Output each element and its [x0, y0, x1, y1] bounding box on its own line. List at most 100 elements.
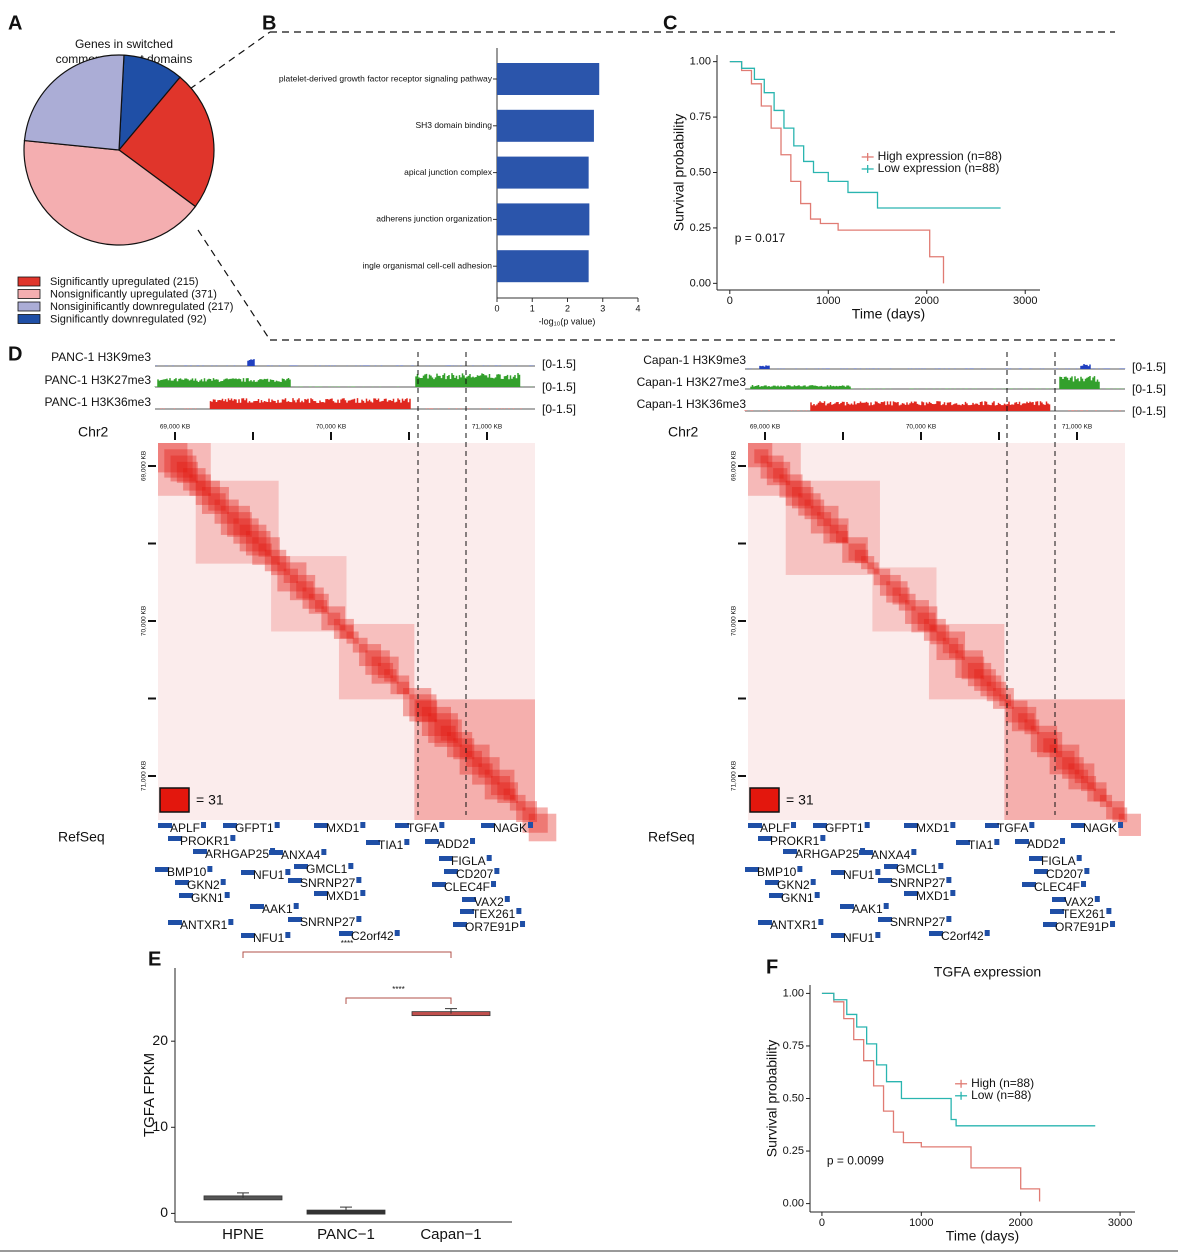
- gene-label: PROKR1: [770, 834, 820, 848]
- gene-glyph: [439, 822, 445, 828]
- hic-diagonal: [447, 732, 473, 758]
- legend-label: Nonsiginificantly downregulated (217): [50, 301, 233, 313]
- gene-label: FIGLA: [451, 854, 486, 868]
- gene-glyph: [1081, 881, 1087, 887]
- significance-bracket: [345, 997, 452, 1004]
- top-tick-label: 71,000 KB: [1062, 424, 1092, 431]
- legend-label: Significantly upregulated (215): [50, 276, 199, 288]
- gene-glyph: [791, 822, 797, 828]
- gene-glyph: [946, 877, 952, 883]
- legend-swatch: [17, 301, 41, 312]
- hic-diagonal: [164, 449, 193, 478]
- gene-label: GFPT1: [825, 821, 864, 835]
- signal-track: [747, 364, 1126, 369]
- gene-label: TIA1: [378, 838, 404, 852]
- gene-label: TGFA: [997, 821, 1028, 835]
- hic-diagonal: [923, 618, 946, 641]
- hic-diagonal: [189, 474, 211, 496]
- bar: [497, 250, 589, 283]
- hic-diagonal: [371, 656, 399, 684]
- gene-glyph: [288, 878, 302, 883]
- gene-label: VAX2: [474, 895, 504, 909]
- hic-diagonal: [892, 587, 910, 605]
- gene-label: SNRNP27: [890, 915, 946, 929]
- hic-diagonal: [779, 474, 803, 498]
- gene-glyph: [878, 878, 892, 883]
- signal-track: [154, 373, 533, 387]
- gene-label: ARHGAP25: [205, 847, 269, 861]
- scale-swatch: [159, 787, 190, 813]
- x-tick-label: 4: [635, 303, 640, 313]
- hic-diagonal: [823, 518, 849, 544]
- hic-diagonal: [220, 505, 250, 535]
- pie-slice: [23, 54, 125, 151]
- gene-glyph: [288, 917, 302, 922]
- gene-glyph: [394, 930, 400, 936]
- hic-diagonal: [195, 480, 220, 505]
- hic-diagonal: [930, 625, 950, 645]
- y-tick-label: 0.25: [783, 1145, 804, 1157]
- gene-glyph: [274, 822, 280, 828]
- gene-glyph: [1110, 921, 1116, 927]
- gene-glyph: [220, 879, 226, 885]
- gene-label: VAX2: [1064, 895, 1094, 909]
- gene-glyph: [813, 823, 827, 828]
- hic-diagonal: [428, 713, 458, 743]
- gene-glyph: [783, 849, 797, 854]
- gene-glyph: [241, 870, 255, 875]
- hic-diagonal: [227, 512, 252, 537]
- hic-diagonal: [1055, 750, 1075, 770]
- gene-label: TGFA: [407, 821, 438, 835]
- hic-diagonal: [848, 543, 866, 561]
- gene-glyph: [810, 879, 816, 885]
- annotation: p = 0.017: [735, 231, 786, 245]
- legend-label: Low expression (n=88): [878, 161, 1000, 175]
- hic-diagonal: [961, 656, 985, 680]
- x-tick-label: 3: [600, 303, 605, 313]
- hic-domain: [338, 623, 415, 700]
- hic-domain: [785, 480, 880, 575]
- panel-label: F: [766, 956, 778, 978]
- gene-glyph: [444, 869, 458, 874]
- gene-label: MXD1: [326, 821, 360, 835]
- hic-diagonal: [810, 505, 839, 534]
- gene-label: NAGK: [493, 821, 527, 835]
- hic-diagonal: [409, 694, 437, 722]
- gene-glyph: [230, 835, 236, 841]
- gene-glyph: [425, 839, 439, 844]
- hic-diagonal: [773, 468, 788, 483]
- gene-glyph: [1071, 823, 1085, 828]
- track-name: PANC-1 H3K27me3: [45, 373, 152, 387]
- y-tick-label: 20: [152, 1032, 168, 1048]
- y-tick-label: adherens junction organization: [376, 214, 492, 224]
- x-tick-label: 1000: [816, 295, 840, 307]
- y-tick-label: 0.75: [690, 111, 711, 123]
- hic-diagonal: [365, 650, 390, 675]
- gene-glyph: [864, 822, 870, 828]
- hic-diagonal: [421, 706, 451, 736]
- hic-diagonal: [986, 681, 1007, 702]
- hic-diagonal: [440, 725, 456, 741]
- gene-label: NFU1: [253, 868, 285, 882]
- gene-label: C2orf42: [941, 929, 984, 943]
- gene-glyph: [1015, 839, 1029, 844]
- hic-diagonal: [873, 568, 891, 586]
- hic-background: [158, 443, 535, 820]
- hic-diagonal: [302, 587, 324, 609]
- hic-diagonal: [1106, 801, 1124, 819]
- hic-diagonal: [835, 530, 849, 544]
- gene-label: GFPT1: [235, 821, 274, 835]
- gene-glyph: [155, 867, 169, 872]
- gene-glyph: [395, 823, 409, 828]
- hic-diagonal: [434, 719, 462, 747]
- gene-label: MXD1: [916, 889, 950, 903]
- x-tick-label: 2000: [915, 295, 939, 307]
- track-range: [0-1.5]: [542, 380, 576, 394]
- hic-diagonal: [403, 688, 432, 717]
- top-tick-label: 71,000 KB: [472, 424, 502, 431]
- gene-glyph: [985, 823, 999, 828]
- top-tick-label: 69,000 KB: [160, 424, 190, 431]
- legend-label: Significantly downregulated (92): [50, 313, 207, 325]
- gene-glyph: [339, 931, 353, 936]
- survival-curve: [821, 992, 1096, 1127]
